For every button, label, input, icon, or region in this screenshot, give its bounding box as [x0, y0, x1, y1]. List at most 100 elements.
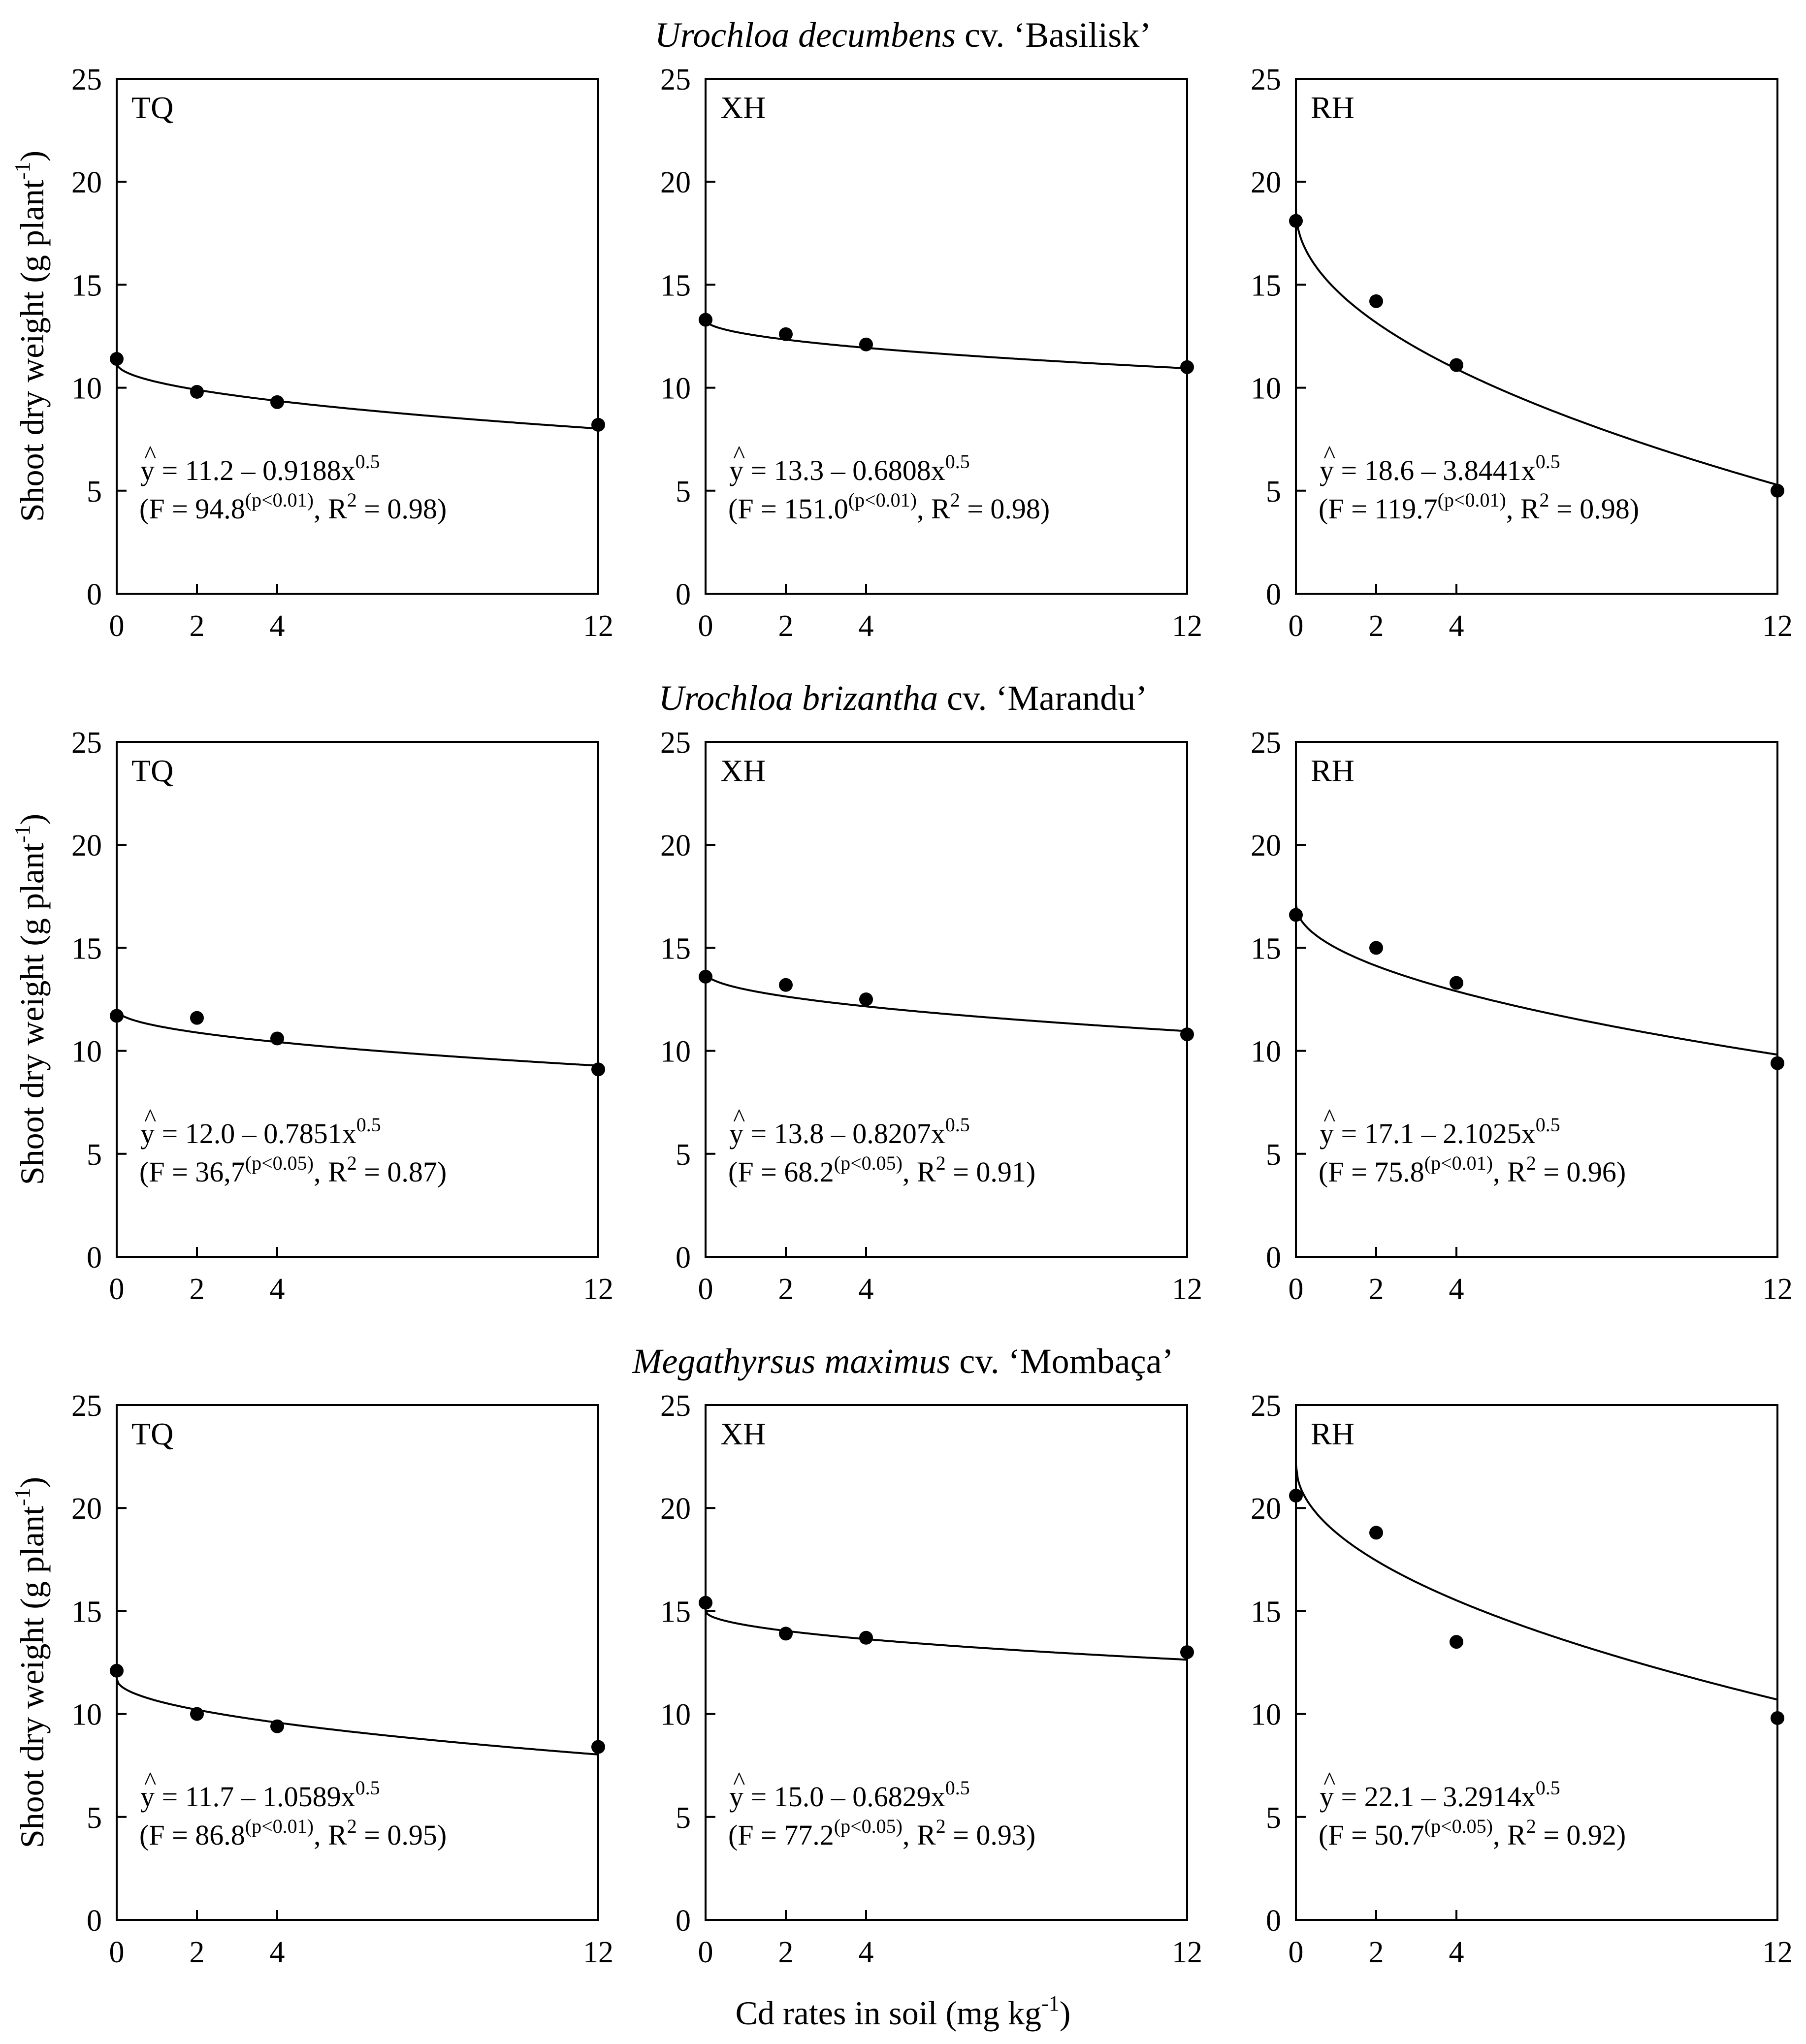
eq-minus: – — [1414, 1118, 1443, 1150]
eq-x: x — [1521, 454, 1536, 486]
plot-frame — [1295, 1404, 1778, 1921]
stats-r2-sup: 2 — [1540, 489, 1549, 511]
y-tick-label: 5 — [87, 1801, 102, 1835]
stats-f-value: 75.8 — [1374, 1156, 1424, 1188]
stats-r2-sup: 2 — [936, 1815, 946, 1837]
regression-stats: (F = 119.7(p<0.01), R2 = 0.98) — [1319, 489, 1639, 525]
data-point — [1180, 360, 1194, 374]
y-tick-label: 5 — [1266, 1801, 1281, 1835]
stats-r2-sup: 2 — [950, 489, 960, 511]
data-point — [779, 1627, 793, 1641]
stats-r2-value: 0.96 — [1566, 1156, 1616, 1188]
eq-x: x — [1521, 1781, 1536, 1813]
stats-r2-eq: = — [357, 1156, 387, 1188]
regression-equation: y = 17.1 – 2.1025x0.5 — [1320, 1114, 1560, 1150]
y-tick-label: 5 — [1266, 1138, 1281, 1172]
data-point — [1289, 908, 1303, 922]
x-tick-label: 4 — [859, 609, 874, 643]
y-hat-caret: ^ — [1323, 1767, 1335, 1795]
eq-slope: 3.2914 — [1443, 1781, 1521, 1813]
stats-p-value: p<0.05 — [252, 1152, 307, 1174]
y-tick-label: 10 — [660, 372, 691, 406]
eq-yhat: y = — [140, 454, 185, 486]
stats-p-open: ( — [834, 1815, 840, 1837]
y-tick-label: 15 — [71, 1595, 102, 1629]
stats-p-value: p<0.01 — [252, 1815, 307, 1837]
y-axis-label-close: ) — [13, 1477, 51, 1488]
stats-close: ) — [437, 1819, 447, 1851]
x-tick-label: 12 — [1762, 1936, 1793, 1969]
fit-curve — [1295, 904, 1778, 1056]
stats-p-value: p<0.01 — [1444, 489, 1500, 511]
eq-yhat: y = — [729, 454, 774, 486]
data-point — [110, 1009, 124, 1023]
eq-yhat: y = — [729, 1118, 774, 1150]
row-title: Urochloa brizantha cv. ‘Marandu’ — [659, 678, 1148, 718]
stats-p-close: ) — [307, 489, 314, 511]
stats-r2-prefix: , R — [1493, 1819, 1526, 1851]
y-axis-label-main: Shoot dry weight (g plant — [13, 180, 51, 522]
y-tick-label: 25 — [1251, 726, 1281, 760]
y-tick-label: 15 — [1251, 932, 1281, 965]
x-tick-label: 2 — [1369, 1936, 1384, 1969]
stats-p-value: p<0.05 — [1431, 1815, 1486, 1837]
eq-x: x — [931, 1781, 945, 1813]
plot-frame — [705, 1404, 1188, 1921]
y-tick-label: 15 — [660, 1595, 691, 1629]
x-axis-label-main: Cd rates in soil (mg kg — [736, 1994, 1041, 2032]
panel-label: RH — [1311, 90, 1354, 125]
x-tick-label: 0 — [1289, 1273, 1304, 1306]
stats-r2-sup: 2 — [936, 1152, 946, 1174]
regression-stats: (F = 151.0(p<0.01), R2 = 0.98) — [728, 489, 1050, 525]
stats-r2-eq: = — [1536, 1819, 1567, 1851]
y-tick-label: 15 — [71, 932, 102, 965]
data-point — [110, 1663, 124, 1678]
stats-p-value: p<0.01 — [855, 489, 910, 511]
y-tick-label: 0 — [676, 578, 691, 611]
data-point — [591, 1740, 605, 1754]
species-name: Urochloa decumbens — [655, 15, 956, 55]
stats-r2-value: 0.91 — [976, 1156, 1026, 1188]
y-hat-caret: ^ — [144, 1767, 156, 1795]
stats-r2-prefix: , R — [314, 1819, 347, 1851]
x-tick-label: 12 — [583, 609, 613, 643]
y-tick-label: 0 — [87, 1241, 102, 1275]
eq-exponent: 0.5 — [356, 1114, 381, 1136]
stats-p-open: ( — [848, 489, 855, 511]
regression-equation: y = 13.3 – 0.6808x0.5 — [729, 450, 970, 486]
y-tick-label: 25 — [71, 63, 102, 96]
y-tick-label: 10 — [71, 372, 102, 406]
stats-f-value: 50.7 — [1374, 1819, 1424, 1851]
stats-f-value: 86.8 — [195, 1819, 245, 1851]
data-point — [1450, 358, 1463, 372]
y-hat-caret: ^ — [144, 441, 156, 469]
stats-p-value: p<0.05 — [840, 1815, 896, 1837]
y-tick-label: 20 — [1251, 829, 1281, 862]
eq-x: x — [931, 454, 945, 486]
y-tick-label: 0 — [87, 1904, 102, 1938]
stats-f-prefix: (F = — [1319, 1819, 1374, 1851]
y-hat-caret: ^ — [733, 1767, 745, 1795]
eq-intercept: 12.0 — [185, 1118, 235, 1150]
eq-yhat: y = — [1320, 454, 1364, 486]
y-tick-label: 20 — [71, 1492, 102, 1526]
data-point — [779, 327, 793, 341]
data-point — [270, 395, 284, 409]
plot-frame — [116, 78, 599, 595]
cultivar-name: cv. ‘Mombaça’ — [950, 1341, 1173, 1381]
plot-frame — [705, 741, 1188, 1258]
eq-intercept: 17.1 — [1364, 1118, 1415, 1150]
data-point — [1771, 1711, 1784, 1725]
fit-curve — [1295, 210, 1778, 486]
regression-stats: (F = 94.8(p<0.01), R2 = 0.98) — [139, 489, 447, 525]
x-tick-label: 0 — [1289, 609, 1304, 643]
y-tick-label: 5 — [1266, 475, 1281, 509]
eq-yhat: y = — [140, 1118, 185, 1150]
y-axis-label-main: Shoot dry weight (g plant — [13, 1506, 51, 1848]
regression-equation: y = 18.6 – 3.8441x0.5 — [1320, 450, 1560, 486]
stats-p-open: ( — [245, 1815, 252, 1837]
regression-stats: (F = 50.7(p<0.05), R2 = 0.92) — [1319, 1815, 1626, 1851]
eq-x: x — [341, 454, 355, 486]
